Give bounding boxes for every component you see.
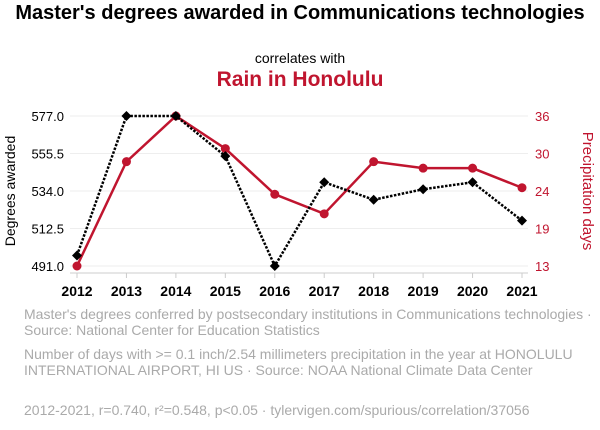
degrees-point bbox=[319, 177, 330, 188]
x-tick-label: 2017 bbox=[309, 283, 340, 299]
precipitation-point bbox=[72, 261, 82, 271]
degrees-point bbox=[467, 177, 478, 188]
degrees-point bbox=[418, 184, 429, 195]
x-tick-label: 2019 bbox=[408, 283, 439, 299]
y2-tick-label: 30 bbox=[535, 147, 549, 162]
legend-text: Number of days with >= 0.1 inch/2.54 mil… bbox=[24, 346, 573, 378]
precipitation-point bbox=[319, 209, 329, 219]
degrees-point bbox=[220, 151, 231, 162]
x-tick-label: 2021 bbox=[506, 283, 537, 299]
y2-axis-label: Precipitation days bbox=[579, 132, 596, 250]
legend-item-degrees: Master's degrees conferred by postsecond… bbox=[24, 306, 594, 338]
y-tick-label: 512.5 bbox=[31, 222, 64, 237]
precipitation-point bbox=[369, 157, 379, 167]
legend-text: Master's degrees conferred by postsecond… bbox=[24, 306, 592, 338]
degrees-point bbox=[368, 194, 379, 205]
degrees-point bbox=[269, 261, 280, 271]
y2-tick-label: 24 bbox=[535, 184, 549, 199]
footer: 2012-2021, r=0.740, r²=0.548, p<0.05 · t… bbox=[24, 402, 530, 418]
x-tick-label: 2013 bbox=[111, 283, 142, 299]
precipitation-point bbox=[121, 157, 131, 167]
degrees-point bbox=[72, 250, 82, 261]
precipitation-point bbox=[270, 189, 280, 199]
precipitation-point bbox=[517, 183, 527, 193]
precipitation-point bbox=[418, 163, 428, 173]
chart-subtitle: correlates with bbox=[254, 50, 346, 66]
x-tick-label: 2014 bbox=[160, 283, 191, 299]
precipitation-point bbox=[220, 144, 230, 154]
x-tick-label: 2012 bbox=[61, 283, 92, 299]
x-tick-label: 2018 bbox=[358, 283, 389, 299]
x-tick-label: 2015 bbox=[210, 283, 241, 299]
x-tick-label: 2016 bbox=[259, 283, 290, 299]
x-tick-label: 2020 bbox=[457, 283, 488, 299]
y2-tick-label: 36 bbox=[535, 109, 549, 124]
y2-tick-label: 13 bbox=[535, 259, 549, 274]
y-tick-label: 534.0 bbox=[31, 184, 64, 199]
precipitation-line bbox=[75, 114, 523, 267]
degrees-point bbox=[517, 215, 527, 226]
y-tick-label: 577.0 bbox=[31, 109, 64, 124]
precipitation-point bbox=[468, 163, 478, 173]
y-tick-label: 491.0 bbox=[31, 259, 64, 274]
chart-area: 491.0 13 512.5 19 534.0 24 555.5 30 577.0 36 2012 2… bbox=[2, 109, 596, 299]
legend-item-precipitation: Number of days with >= 0.1 inch/2.54 mil… bbox=[24, 346, 594, 378]
degrees-point bbox=[121, 111, 132, 121]
y-axis-label: Degrees awarded bbox=[2, 136, 18, 247]
degrees-point bbox=[170, 111, 181, 121]
chart-title: Master's degrees awarded in Communicatio… bbox=[15, 2, 585, 24]
degrees-line bbox=[75, 114, 523, 269]
y-tick-label: 555.5 bbox=[31, 147, 64, 162]
chart-title-secondary: Rain in Honolulu bbox=[216, 68, 384, 91]
y2-tick-label: 19 bbox=[535, 222, 549, 237]
